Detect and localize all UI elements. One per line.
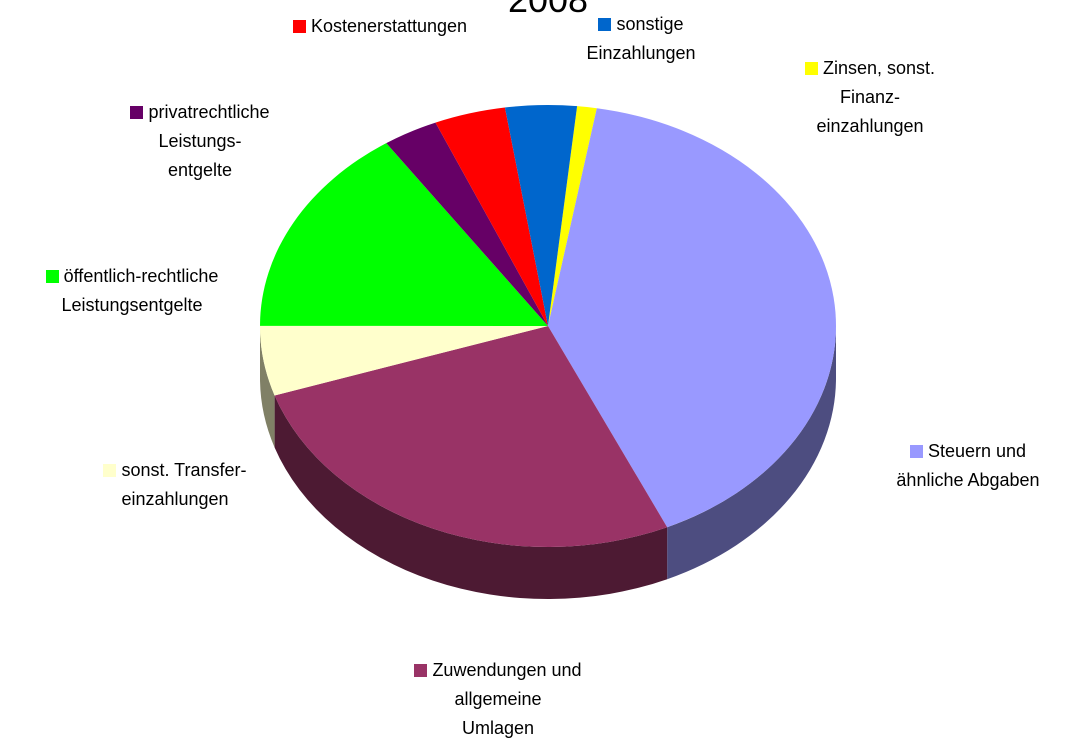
slice-side	[274, 395, 668, 600]
label-text: Zinsen, sonst. Finanz- einzahlungen	[816, 58, 936, 136]
legend-swatch	[103, 464, 117, 477]
slice-label: öffentlich-rechtliche Leistungsentgelte	[0, 262, 272, 320]
slice	[548, 106, 597, 326]
legend-swatch	[292, 20, 306, 33]
legend-swatch	[45, 270, 59, 283]
label-text: Kostenerstattungen	[310, 16, 468, 36]
legend-swatch	[598, 18, 612, 31]
label-text: Steuern und ähnliche Abgaben	[896, 441, 1040, 490]
slice	[274, 326, 668, 548]
slice-label: Steuern und ähnliche Abgaben	[828, 437, 1076, 495]
slice-side	[667, 326, 836, 580]
label-text: öffentlich-rechtliche Leistungsentgelte	[61, 266, 219, 315]
slice-label: privatrechtliche Leistungs- entgelte	[60, 98, 340, 185]
slice-label: sonst. Transfer- einzahlungen	[35, 456, 315, 514]
label-text: privatrechtliche Leistungs- entgelte	[148, 102, 270, 180]
label-text: sonst. Transfer- einzahlungen	[121, 460, 247, 509]
legend-swatch	[130, 106, 144, 119]
label-text: Zuwendungen und allgemeine Umlagen	[432, 660, 582, 738]
slice-side	[260, 326, 275, 448]
legend-swatch	[909, 445, 923, 458]
slice-label: sonstige Einzahlungen	[501, 10, 781, 68]
legend-swatch	[804, 62, 818, 75]
slice	[435, 107, 548, 327]
slice-label: Kostenerstattungen	[240, 12, 520, 41]
slice-label: Zuwendungen und allgemeine Umlagen	[358, 656, 638, 743]
label-text: sonstige Einzahlungen	[586, 14, 696, 63]
slice	[504, 105, 578, 326]
slice	[386, 122, 548, 327]
slice-label: Zinsen, sonst. Finanz- einzahlungen	[730, 54, 1010, 141]
slice	[260, 325, 548, 396]
slice	[548, 108, 837, 528]
chart-title: 2008	[508, 0, 588, 20]
legend-swatch	[414, 664, 428, 677]
slice	[260, 143, 548, 326]
